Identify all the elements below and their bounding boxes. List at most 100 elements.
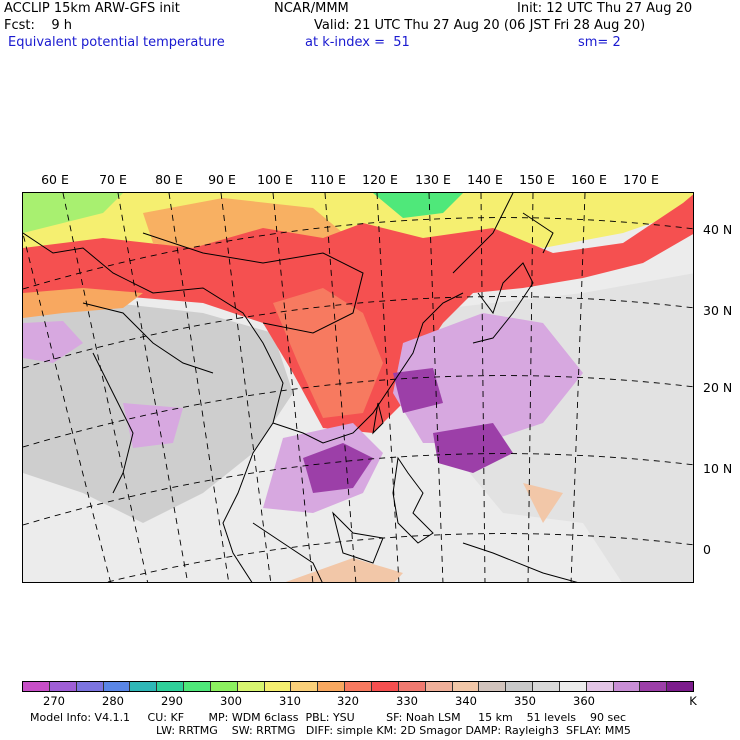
- coastline: [462, 542, 578, 582]
- meridian: [324, 193, 357, 582]
- parallel: [23, 375, 693, 448]
- colorbar-label: 270: [43, 694, 65, 708]
- moist-core: [303, 443, 373, 493]
- coastline: [272, 292, 464, 444]
- colorbar-swatch: [130, 682, 158, 691]
- coastline: [452, 193, 514, 274]
- lat-label: 0: [703, 542, 711, 557]
- lon-label: 150 E: [519, 172, 555, 187]
- coastlines: [23, 193, 578, 582]
- lavender-field: [123, 403, 183, 448]
- lon-label: 120 E: [362, 172, 398, 187]
- lavender-field: [393, 313, 583, 443]
- colorbar-swatch: [345, 682, 372, 691]
- lat-label: 30 N: [703, 303, 733, 318]
- valid-time: Valid: 21 UTC Thu 27 Aug 20 (06 JST Fri …: [314, 18, 646, 33]
- colorbar-label: 340: [455, 694, 477, 708]
- lon-label: 160 E: [571, 172, 607, 187]
- colorbar-label: 330: [396, 694, 418, 708]
- colorbar-label: 310: [279, 694, 301, 708]
- colorbar-swatch: [667, 682, 694, 691]
- lavender-field: [23, 321, 83, 363]
- lon-label: 90 E: [208, 172, 236, 187]
- colorbar-swatch: [371, 682, 399, 691]
- lon-label: 130 E: [415, 172, 451, 187]
- colorbar-swatch: [613, 682, 641, 691]
- colorbar-swatch: [210, 682, 238, 691]
- meridian: [117, 193, 189, 582]
- coastline: [372, 402, 384, 435]
- lon-label: 70 E: [99, 172, 127, 187]
- lat-label: 20 N: [703, 380, 733, 395]
- colorbar-swatch: [479, 682, 507, 691]
- colorbar-swatch: [76, 682, 104, 691]
- colorbar-label: K: [689, 694, 697, 708]
- meridian: [272, 193, 314, 582]
- colorbar-swatch: [318, 682, 346, 691]
- lon-label: 170 E: [623, 172, 659, 187]
- colorbar-swatch: [49, 682, 77, 691]
- lon-label: 110 E: [310, 172, 346, 187]
- lon-label: 100 E: [257, 172, 293, 187]
- colorbar-swatch: [264, 682, 292, 691]
- cold-band: [23, 193, 123, 233]
- warm-spot: [285, 558, 403, 582]
- colorbar-label: 300: [220, 694, 242, 708]
- map-canvas: [23, 193, 693, 582]
- theta-e-field: [23, 193, 693, 582]
- meridian: [220, 193, 272, 582]
- level-index: at k-index = 51: [305, 35, 410, 50]
- coastline: [92, 352, 134, 494]
- coastline: [332, 511, 384, 564]
- meridian: [168, 193, 230, 582]
- model-info-line2: LW: RRTMG SW: RRTMG DIFF: simple KM: 2D …: [156, 724, 631, 737]
- forecast-hour: Fcst: 9 h: [4, 18, 73, 33]
- colorbar-swatch: [425, 682, 453, 691]
- colorbar-label: 350: [514, 694, 536, 708]
- colorbar-swatch: [559, 682, 587, 691]
- parallel: [23, 217, 693, 290]
- lon-label: 140 E: [467, 172, 503, 187]
- meridian: [62, 193, 149, 582]
- coastline: [23, 232, 284, 582]
- colorbar-swatch: [237, 682, 265, 691]
- colorbar-swatch: [640, 682, 668, 691]
- colorbar-swatch: [184, 682, 211, 691]
- colorbar-swatch: [452, 682, 480, 691]
- colorbar-label: 360: [573, 694, 595, 708]
- coastline: [472, 262, 534, 344]
- colorbar: [22, 681, 694, 692]
- cold-band: [373, 193, 463, 218]
- colorbar-swatch: [398, 682, 426, 691]
- colorbar-label: 290: [161, 694, 183, 708]
- parallel: [23, 453, 693, 526]
- colorbar-label: 280: [102, 694, 124, 708]
- colorbar-swatch: [586, 682, 614, 691]
- coastline: [522, 212, 554, 254]
- colorbar-swatch: [506, 682, 534, 691]
- colorbar-swatch: [533, 682, 560, 691]
- coastline: [392, 456, 434, 544]
- border: [142, 232, 364, 334]
- smoothing-label: sm= 2: [578, 35, 621, 50]
- parallel: [23, 296, 693, 369]
- warm-spot: [523, 483, 563, 523]
- border: [82, 302, 214, 374]
- colorbar-swatch: [103, 682, 131, 691]
- meridian: [23, 231, 111, 582]
- institution-label: NCAR/MMM: [274, 1, 349, 16]
- colorbar-swatch: [291, 682, 319, 691]
- field-name: Equivalent potential temperature: [8, 35, 225, 50]
- colorbar-swatch: [157, 682, 185, 691]
- hot-band: [273, 288, 383, 418]
- colorbar-label: 320: [337, 694, 359, 708]
- moist-core: [393, 368, 443, 413]
- lon-label: 60 E: [41, 172, 69, 187]
- map-panel[interactable]: [22, 192, 694, 583]
- model-info-line1: Model Info: V4.1.1 CU: KF MP: WDM 6class…: [30, 711, 627, 724]
- model-title: ACCLIP 15km ARW-GFS init: [4, 1, 180, 16]
- colorbar-swatch: [23, 682, 50, 691]
- parallel: [106, 533, 693, 582]
- moist-core: [433, 423, 513, 473]
- lon-label: 80 E: [155, 172, 183, 187]
